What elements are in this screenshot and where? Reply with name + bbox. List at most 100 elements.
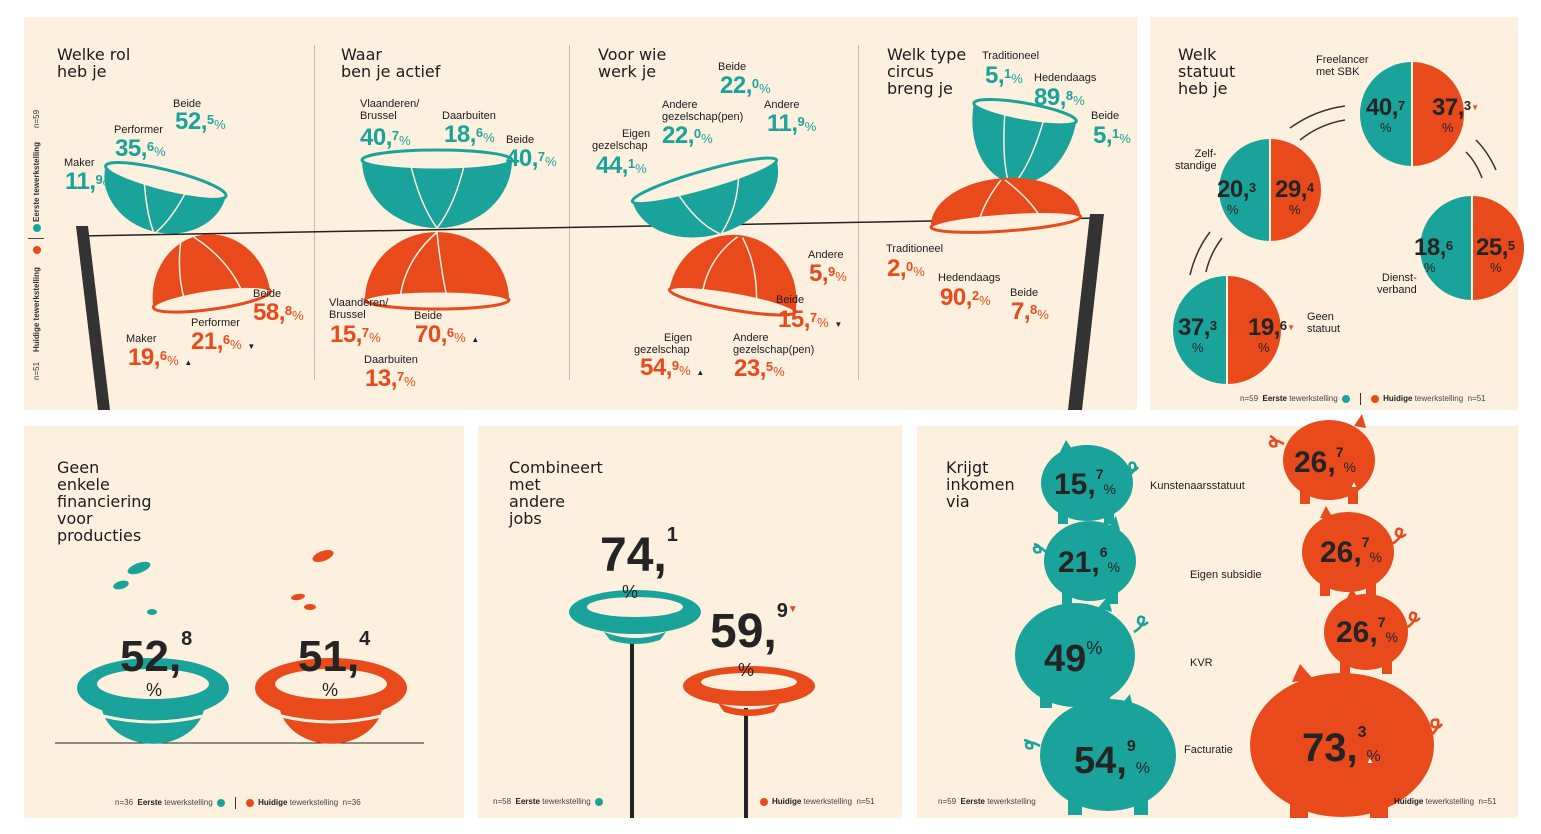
section-title-actief: Waar ben je actief <box>341 45 441 81</box>
value-inkomen-first-kunstenaarsstatuut: 15,7% <box>1054 466 1116 501</box>
value-inkomen-first-kvr: 49% <box>1044 638 1103 680</box>
value-voorwie-current-eigen: 54,9% ▲ <box>640 354 704 381</box>
label-eigen-subsidie: Eigen subsidie <box>1190 569 1262 581</box>
label-beide: Beide <box>1091 110 1120 122</box>
down-icon: ▼ <box>787 604 798 615</box>
legend-statuut: n=59 Eerste tewerkstelling Huidige tewer… <box>1240 393 1486 405</box>
up-icon: ▲ <box>1314 185 1322 194</box>
label-beide: Beide <box>253 288 282 300</box>
label-beide: Beide <box>414 310 443 322</box>
down-icon: ▼ <box>247 342 255 351</box>
label-maker: Maker <box>126 333 157 345</box>
value-rol-current-beide: 58,8% <box>253 299 304 326</box>
label-performer: Performer <box>114 124 163 136</box>
up-icon: ▲ <box>1350 480 1358 489</box>
up-icon: ▲ <box>1366 756 1374 765</box>
label-traditioneel: Traditioneel <box>886 243 944 255</box>
section-title-financiering: Geen enkele financiering voor producties <box>57 458 152 545</box>
value-rol-current-performer: 21,6% ▼ <box>191 328 255 355</box>
value-voorwie-current-andere-gez: 23,5% <box>734 355 785 382</box>
value-financiering-current: 51,4 <box>298 628 371 681</box>
value-actief-first-beide: 40,7% <box>506 145 557 172</box>
label-dienstverband: Dienst-verband <box>1377 272 1417 296</box>
up-icon: ▲ <box>1515 243 1523 252</box>
label-geen-statuut: Geen statuut <box>1307 311 1341 335</box>
value-type-current-beide: 7,8% <box>1011 298 1049 325</box>
panel-financiering <box>24 426 464 818</box>
legend-jobs: n=58 Eerste tewerkstelling <box>493 797 607 806</box>
legend-divider <box>28 238 44 239</box>
legend-inkomen-current: Huidige tewerkstelling n=51 <box>1394 797 1497 806</box>
value-actief-first-vlaanderen: 40,7% <box>360 124 411 151</box>
label-vlaanderen: Vlaanderen/Brussel <box>329 297 389 321</box>
value-type-current-traditioneel: 2,0% <box>887 255 925 282</box>
section-title-voorwie: Voor wie werk je <box>598 45 667 81</box>
value-voorwie-first-beide: 22,0% <box>720 72 771 99</box>
label-zelfstandige: Zelf-standige <box>1175 148 1217 172</box>
value-financiering-first: 52,8 <box>120 628 193 681</box>
value-statuut-freelancer-current: 37,3▼% <box>1432 94 1479 136</box>
label-facturatie: Facturatie <box>1184 744 1233 756</box>
value-type-first-hedendaags: 89,8% <box>1034 84 1085 111</box>
label-traditioneel: Traditioneel <box>982 50 1040 62</box>
label-daarbuiten: Daarbuiten <box>364 354 418 366</box>
value-voorwie-first-eigen: 44,1% <box>596 152 647 179</box>
legend-current-dot <box>33 246 41 254</box>
separator <box>314 45 315 380</box>
pct-sign: % <box>622 582 639 602</box>
value-statuut-freelancer-first: 40,7% <box>1366 94 1406 136</box>
legend-jobs-current: Huidige tewerkstelling n=51 <box>756 797 875 806</box>
value-inkomen-current-kunstenaarsstatuut: 26,7% <box>1294 444 1356 479</box>
label-beide: Beide <box>718 61 747 73</box>
value-actief-current-vlaanderen: 15,7% <box>330 321 381 348</box>
label-maker: Maker <box>64 157 95 169</box>
legend-inkomen-first: n=59 Eerste tewerkstelling <box>938 797 1036 806</box>
legend-first-dot <box>33 224 41 232</box>
value-inkomen-first-subsidie: 21,6% <box>1058 544 1120 579</box>
label-andere-gezelschappen: Andere gezelschap(pen) <box>662 99 744 123</box>
down-icon: ▼ <box>1287 323 1295 332</box>
label-hedendaags: Hedendaags <box>1034 72 1097 84</box>
down-icon: ▼ <box>1471 103 1479 112</box>
value-actief-current-daarbuiten: 13,7% <box>365 365 416 392</box>
label-hedendaags: Hedendaags <box>938 272 1001 284</box>
section-title-jobs: Combineert met andere jobs <box>509 458 603 528</box>
label-beide: Beide <box>506 134 535 146</box>
pct-sign: % <box>738 660 755 680</box>
value-statuut-geen-current: 19,6▼% <box>1248 314 1295 356</box>
value-rol-current-maker: 19,6% ▲ <box>128 344 192 371</box>
label-eigen-gezelschap: Eigen gezelschap <box>592 128 651 152</box>
value-inkomen-current-kvr: 26,7% <box>1336 614 1398 649</box>
value-rol-first-performer: 35,6% <box>115 135 166 162</box>
value-inkomen-current-facturatie: 73,3% <box>1302 724 1381 770</box>
value-statuut-dienst-current: 25,5▲% <box>1476 234 1523 276</box>
value-jobs-first: 74,1 <box>600 524 678 582</box>
label-vlaanderen: Vlaanderen/Brussel <box>360 98 420 122</box>
pct-sign: % <box>322 680 339 700</box>
section-title-statuut: Welk statuut heb je <box>1178 45 1236 98</box>
up-icon: ▲ <box>696 368 704 377</box>
value-inkomen-first-facturatie: 54,9% <box>1074 738 1150 782</box>
separator <box>858 45 859 380</box>
value-rol-first-maker: 11,9% <box>65 168 114 195</box>
label-eigen-gezelschap: Eigen gezelschap <box>634 332 693 356</box>
label-performer: Performer <box>191 317 240 329</box>
value-voorwie-current-andere: 5,9% <box>809 260 847 287</box>
section-title-rol: Welke rol heb je <box>57 45 131 81</box>
value-rol-first-beide: 52,5% <box>175 108 226 135</box>
up-icon: ▲ <box>184 358 192 367</box>
legend-financiering: n=36 Eerste tewerkstelling Huidige tewer… <box>115 797 361 809</box>
value-voorwie-current-beide: 15,7% ▼ <box>778 306 842 333</box>
value-actief-first-daarbuiten: 18,6% <box>444 121 495 148</box>
value-statuut-geen-first: 37,3% <box>1178 314 1218 356</box>
value-actief-current-beide: 70,6% ▲ <box>415 321 479 348</box>
value-statuut-dienst-first: 18,6% <box>1414 234 1454 276</box>
down-icon: ▼ <box>834 320 842 329</box>
